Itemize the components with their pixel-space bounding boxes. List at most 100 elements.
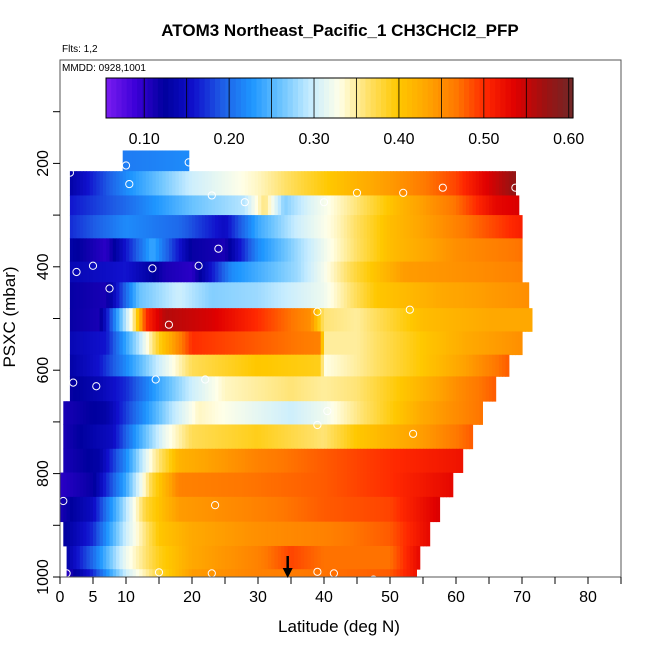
heatmap-cell bbox=[96, 401, 101, 425]
heatmap-cell bbox=[324, 308, 328, 332]
heatmap-cell bbox=[225, 448, 229, 473]
heatmap-cell bbox=[83, 195, 87, 216]
heatmap-cell bbox=[469, 331, 474, 356]
heatmap-cell bbox=[357, 331, 361, 356]
heatmap-cell bbox=[456, 282, 460, 309]
heatmap-cell bbox=[139, 282, 144, 309]
heatmap-cell bbox=[241, 215, 246, 239]
heatmap-cell bbox=[304, 448, 309, 473]
heatmap-cell bbox=[155, 521, 160, 547]
heatmap-cell bbox=[60, 472, 64, 498]
heatmap-cell bbox=[142, 282, 147, 309]
heatmap-cell bbox=[215, 195, 219, 216]
heatmap-cell bbox=[297, 238, 302, 263]
heatmap-cell bbox=[89, 354, 94, 377]
colorbar-segment bbox=[427, 78, 434, 118]
heatmap-cell bbox=[112, 215, 117, 239]
heatmap-cell bbox=[287, 195, 292, 216]
heatmap-cell bbox=[383, 545, 388, 570]
heatmap-cell bbox=[201, 424, 206, 450]
heatmap-cell bbox=[274, 424, 279, 450]
heatmap-cell bbox=[254, 521, 259, 547]
heatmap-cell bbox=[73, 569, 78, 577]
heatmap-cell bbox=[211, 521, 216, 547]
heatmap-cell bbox=[244, 171, 249, 196]
heatmap-cell bbox=[376, 261, 381, 283]
heatmap-cell bbox=[366, 521, 371, 547]
heatmap-cell bbox=[366, 424, 371, 450]
heatmap-cell bbox=[495, 331, 500, 356]
heatmap-cell bbox=[267, 215, 272, 239]
heatmap-cell bbox=[231, 195, 236, 216]
heatmap-cell bbox=[165, 150, 170, 172]
heatmap-cell bbox=[119, 238, 124, 263]
heatmap-cell bbox=[99, 376, 104, 402]
heatmap-cell bbox=[248, 215, 252, 239]
heatmap-cell bbox=[271, 401, 276, 425]
heatmap-cell bbox=[228, 448, 233, 473]
colorbar-segment bbox=[287, 78, 294, 118]
heatmap-cell bbox=[119, 496, 124, 523]
heatmap-cell bbox=[495, 282, 500, 309]
heatmap-cell bbox=[152, 376, 157, 402]
heatmap-cell bbox=[310, 521, 315, 547]
heatmap-cell bbox=[406, 472, 411, 498]
heatmap-cell bbox=[112, 376, 117, 402]
heatmap-cell bbox=[139, 472, 144, 498]
heatmap-cell bbox=[231, 331, 236, 356]
heatmap-cell bbox=[423, 354, 427, 377]
heatmap-cell bbox=[413, 282, 417, 309]
heatmap-cell bbox=[324, 238, 328, 263]
heatmap-cell bbox=[135, 215, 140, 239]
heatmap-cell bbox=[159, 354, 163, 377]
heatmap-cell bbox=[409, 238, 414, 263]
heatmap-cell bbox=[317, 331, 322, 356]
heatmap-cell bbox=[155, 545, 160, 570]
heatmap-cell bbox=[396, 472, 401, 498]
heatmap-cell bbox=[109, 331, 114, 356]
heatmap-cell bbox=[211, 195, 216, 216]
heatmap-band-16 bbox=[63, 521, 431, 547]
heatmap-cell bbox=[366, 215, 371, 239]
heatmap-cell bbox=[390, 472, 394, 498]
heatmap-cell bbox=[69, 401, 74, 425]
heatmap-cell bbox=[155, 448, 160, 473]
heatmap-cell bbox=[139, 195, 144, 216]
colorbar-segment bbox=[401, 78, 408, 118]
heatmap-cell bbox=[386, 308, 391, 332]
heatmap-cell bbox=[317, 354, 322, 377]
heatmap-cell bbox=[472, 401, 477, 425]
heatmap-cell bbox=[498, 282, 503, 309]
heatmap-cell bbox=[515, 331, 520, 356]
heatmap-cell bbox=[264, 496, 269, 523]
heatmap-cell bbox=[300, 545, 305, 570]
heatmap-cell bbox=[340, 496, 345, 523]
heatmap-cell bbox=[347, 308, 351, 332]
heatmap-cell bbox=[99, 261, 104, 283]
heatmap-cell bbox=[370, 472, 375, 498]
heatmap-cell bbox=[409, 331, 414, 356]
heatmap-cell bbox=[69, 521, 74, 547]
heatmap-cell bbox=[485, 215, 490, 239]
heatmap-cell bbox=[317, 472, 322, 498]
colorbar-segment bbox=[152, 78, 159, 118]
heatmap-cell bbox=[79, 354, 84, 377]
heatmap-cell bbox=[459, 376, 464, 402]
heatmap-cell bbox=[386, 521, 391, 547]
heatmap-cell bbox=[139, 238, 144, 263]
colorbar-segment bbox=[334, 78, 341, 118]
heatmap-cell bbox=[449, 424, 454, 450]
heatmap-cell bbox=[274, 472, 279, 498]
heatmap-cell bbox=[254, 448, 259, 473]
heatmap-cell bbox=[505, 354, 510, 377]
colorbar-segment bbox=[339, 78, 346, 118]
sample-point bbox=[60, 496, 68, 506]
heatmap-cell bbox=[109, 195, 114, 216]
heatmap-cell bbox=[357, 496, 361, 523]
heatmap-cell bbox=[93, 448, 97, 473]
heatmap-cell bbox=[152, 150, 157, 172]
heatmap-cell bbox=[403, 496, 408, 523]
heatmap-cell bbox=[139, 424, 144, 450]
heatmap-cell bbox=[376, 282, 381, 309]
heatmap-cell bbox=[300, 354, 305, 377]
